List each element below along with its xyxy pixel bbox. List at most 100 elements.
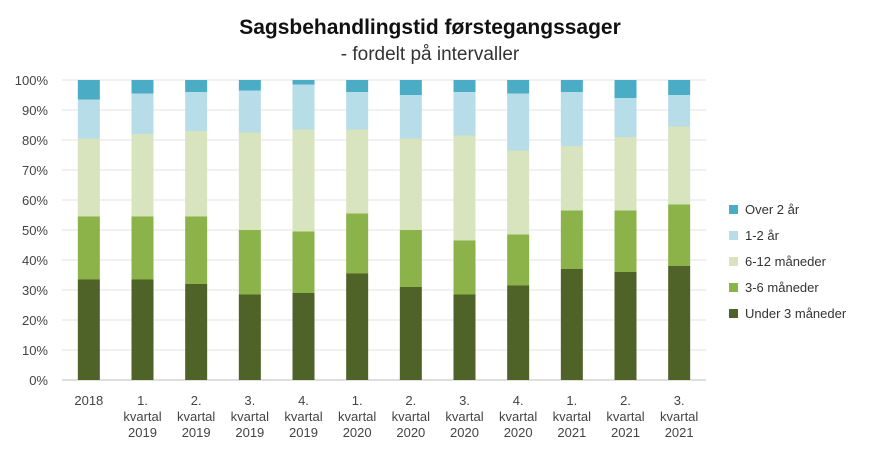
- bar-segment: [614, 137, 637, 211]
- y-tick-label: 10%: [22, 343, 48, 358]
- x-tick-label: 2018: [74, 393, 103, 408]
- x-tick-label: 1. kvartal 2021: [553, 393, 591, 440]
- y-tick-label: 50%: [22, 223, 48, 238]
- bar-segment: [238, 294, 261, 380]
- x-tick-label: 2. kvartal 2019: [177, 393, 215, 440]
- legend-swatch: [729, 309, 738, 318]
- bar-segment: [614, 272, 637, 380]
- bar-stack: [238, 80, 261, 380]
- chart-subtitle: - fordelt på intervaller: [341, 44, 520, 65]
- bar-segment: [292, 231, 315, 293]
- bar-segment: [131, 93, 154, 134]
- x-tick-label: 2. kvartal 2021: [606, 393, 644, 440]
- bar-segment: [185, 216, 208, 284]
- legend-item: 6-12 måneder: [729, 254, 827, 269]
- legend-label: 1-2 år: [745, 228, 780, 243]
- bar-segment: [453, 135, 476, 241]
- bar-stack: [668, 80, 691, 380]
- x-tick-label: 4. kvartal 2019: [284, 393, 322, 440]
- chart-title: Sagsbehandlingstid førstegangssager: [239, 16, 621, 39]
- bar-stack: [507, 80, 530, 380]
- bar-segment: [614, 210, 637, 272]
- legend-swatch: [729, 231, 738, 240]
- bar-segment: [185, 131, 208, 217]
- bar-segment: [131, 80, 154, 94]
- bar-stack: [614, 80, 637, 380]
- bar-segment: [399, 230, 422, 287]
- x-tick-label: 1. kvartal 2019: [123, 393, 161, 440]
- bar-segment: [77, 279, 100, 380]
- bar-stack: [453, 80, 476, 380]
- legend-item: 3-6 måneder: [729, 280, 819, 295]
- bars: [77, 80, 691, 380]
- bar-segment: [614, 80, 637, 98]
- bar-segment: [560, 146, 583, 211]
- y-tick-label: 70%: [22, 163, 48, 178]
- bar-segment: [238, 80, 261, 91]
- bar-segment: [292, 293, 315, 380]
- bar-segment: [292, 129, 315, 232]
- bar-stack: [292, 80, 315, 380]
- bar-segment: [77, 80, 100, 100]
- bar-segment: [614, 98, 637, 137]
- bar-segment: [77, 216, 100, 280]
- bar-segment: [453, 80, 476, 92]
- legend: Over 2 år 1-2 år 6-12 måneder 3-6 måneder Un…: [729, 202, 847, 321]
- y-tick-label: 30%: [22, 283, 48, 298]
- x-tick-label: 3. kvartal 2020: [445, 393, 483, 440]
- bar-segment: [131, 279, 154, 380]
- bar-segment: [507, 80, 530, 94]
- y-axis: 0% 10% 20% 30% 40% 50% 60% 70% 80% 90% 100%: [15, 73, 49, 388]
- bar-segment: [668, 80, 691, 95]
- bar-segment: [346, 213, 369, 274]
- bar-segment: [185, 92, 208, 131]
- bar-segment: [453, 92, 476, 136]
- bar-segment: [292, 80, 315, 85]
- bar-segment: [507, 150, 530, 235]
- bar-segment: [560, 80, 583, 92]
- bar-segment: [560, 92, 583, 146]
- bar-segment: [507, 93, 530, 151]
- y-tick-label: 0%: [29, 373, 48, 388]
- bar-segment: [560, 269, 583, 380]
- legend-item: Under 3 måneder: [729, 306, 847, 321]
- bar-segment: [668, 126, 691, 205]
- bar-segment: [77, 138, 100, 217]
- bar-segment: [668, 266, 691, 380]
- gridlines: [62, 79, 706, 381]
- legend-swatch: [729, 283, 738, 292]
- legend-label: Over 2 år: [745, 202, 800, 217]
- bar-segment: [292, 84, 315, 130]
- legend-item: 1-2 år: [729, 228, 780, 243]
- bar-segment: [399, 138, 422, 230]
- bar-segment: [560, 210, 583, 269]
- y-tick-label: 90%: [22, 103, 48, 118]
- bar-stack: [185, 80, 208, 380]
- bar-segment: [185, 80, 208, 92]
- y-tick-label: 20%: [22, 313, 48, 328]
- bar-segment: [238, 90, 261, 133]
- bar-segment: [453, 294, 476, 380]
- bar-segment: [238, 132, 261, 230]
- x-tick-label: 2. kvartal 2020: [392, 393, 430, 440]
- x-tick-label: 3. kvartal 2021: [660, 393, 698, 440]
- bar-stack: [399, 80, 422, 380]
- y-tick-label: 60%: [22, 193, 48, 208]
- bar-segment: [453, 240, 476, 295]
- bar-segment: [238, 230, 261, 295]
- y-tick-label: 80%: [22, 133, 48, 148]
- bar-segment: [185, 284, 208, 380]
- legend-label: 3-6 måneder: [745, 280, 819, 295]
- x-tick-label: 1. kvartal 2020: [338, 393, 376, 440]
- bar-stack: [77, 80, 100, 380]
- bar-stack: [346, 80, 369, 380]
- bar-segment: [507, 234, 530, 286]
- bar-segment: [346, 92, 369, 130]
- bar-segment: [346, 80, 369, 92]
- bar-segment: [346, 129, 369, 214]
- x-axis: 2018 1. kvartal 2019 2. kvartal 2019 3. kvartal 2…: [74, 393, 698, 440]
- x-tick-label: 3. kvartal 2019: [231, 393, 269, 440]
- legend-item: Over 2 år: [729, 202, 800, 217]
- bar-segment: [668, 95, 691, 127]
